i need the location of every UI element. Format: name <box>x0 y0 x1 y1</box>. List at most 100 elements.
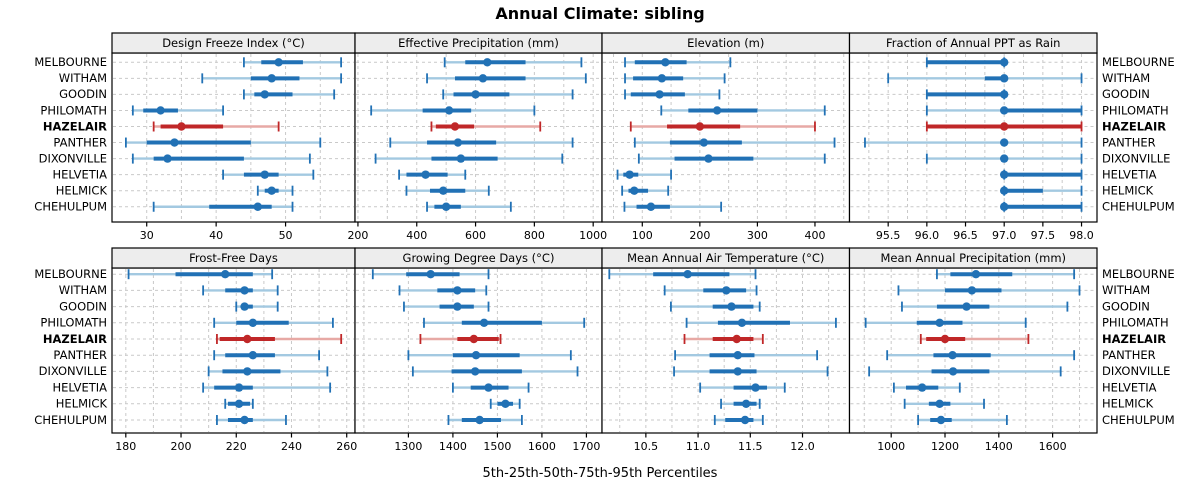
median-dot <box>483 58 492 67</box>
percentile-row-goodin <box>624 89 721 100</box>
percentile-row-philomath <box>685 317 837 328</box>
x-tick-label: 50 <box>279 229 293 242</box>
median-dot <box>733 351 742 360</box>
median-dot <box>751 383 760 392</box>
percentile-row-witham <box>663 285 758 296</box>
median-dot <box>741 399 751 408</box>
percentile-row-philomath <box>131 105 224 116</box>
median-dot <box>421 170 430 179</box>
median-dot <box>439 186 448 195</box>
percentile-row-helvetia <box>398 169 467 180</box>
percentile-row-helvetia <box>222 169 315 180</box>
percentile-row-helmick <box>256 185 294 196</box>
panel-frost-free-days: Frost-Free Days 180 200 220 240 260 <box>111 247 357 453</box>
station-label-right-philomath: PHILOMATH <box>1102 103 1169 117</box>
panel-bg <box>355 53 602 222</box>
median-dot <box>999 170 1009 179</box>
panel-elevation-m: Elevation (m) 100 200 300 400 <box>601 32 851 242</box>
median-dot <box>248 351 258 360</box>
percentile-row-goodin <box>442 89 574 100</box>
panel-bg <box>355 268 602 433</box>
percentile-row-panther <box>674 350 819 361</box>
x-tick-label: 200 <box>689 229 710 242</box>
median-dot <box>260 90 269 99</box>
median-dot <box>453 138 463 147</box>
percentile-row-hazelair <box>216 334 343 344</box>
median-dot <box>240 415 249 425</box>
median-dot <box>737 318 747 327</box>
percentile-row-chehulpum <box>713 415 764 425</box>
percentile-row-helvetia <box>699 382 786 393</box>
median-dot <box>936 415 946 425</box>
percentile-row-panther <box>886 350 1076 361</box>
panel-header <box>848 247 1098 269</box>
percentile-row-helmick <box>999 185 1083 196</box>
percentile-row-panther <box>213 350 321 361</box>
median-dot <box>712 106 722 115</box>
station-label-left-philomath: PHILOMATH <box>40 103 107 117</box>
x-tick-label: 1500 <box>483 440 511 453</box>
median-dot <box>704 154 713 163</box>
median-dot <box>999 74 1009 83</box>
station-label-right-witham: WITHAM <box>1102 283 1150 297</box>
percentile-row-chehulpum <box>623 201 723 212</box>
station-label-left-helmick: HELMICK <box>56 184 108 198</box>
median-dot <box>469 334 479 344</box>
x-tick-label: 1700 <box>572 440 600 453</box>
x-tick-label: 1600 <box>1039 440 1067 453</box>
station-label-left-goodin: GOODIN <box>59 299 107 313</box>
median-dot <box>935 399 944 408</box>
x-tick-label: 400 <box>804 229 825 242</box>
x-tick-label: 1200 <box>931 440 959 453</box>
panel-design-freeze-index-c: Design Freeze Index (°C) 30 40 50 <box>111 32 356 242</box>
percentile-row-melbourne <box>608 269 757 280</box>
station-label-right-goodin: GOODIN <box>1102 299 1150 313</box>
median-dot <box>260 170 269 179</box>
x-tick-label: 30 <box>140 229 154 242</box>
percentile-row-helvetia <box>616 169 672 180</box>
x-tick-label: 1400 <box>439 440 467 453</box>
percentile-row-dixonville <box>411 366 579 377</box>
percentile-row-chehulpum <box>216 415 287 425</box>
median-dot <box>646 202 656 211</box>
percentile-row-melbourne <box>127 269 274 280</box>
median-dot <box>999 186 1009 195</box>
percentile-row-melbourne <box>443 57 583 68</box>
percentile-row-helvetia <box>202 382 332 393</box>
median-dot <box>450 122 460 131</box>
panel-title: Elevation (m) <box>687 36 764 50</box>
percentile-row-hazelair <box>919 334 1030 344</box>
median-dot <box>722 286 731 295</box>
station-label-left-philomath: PHILOMATH <box>40 316 107 330</box>
median-dot <box>479 318 489 327</box>
median-dot <box>274 58 283 67</box>
percentile-row-witham <box>202 285 279 296</box>
x-tick-label: 97.0 <box>992 229 1017 242</box>
station-label-right-helmick: HELMICK <box>1102 397 1154 411</box>
x-tick-label: 400 <box>406 229 427 242</box>
station-label-right-hazelair: HAZELAIR <box>1102 119 1166 133</box>
panel-header <box>848 32 1098 54</box>
percentile-row-dixonville <box>374 153 564 164</box>
x-tick-label: 260 <box>336 440 357 453</box>
percentile-row-goodin <box>901 301 1069 312</box>
station-label-left-melbourne: MELBOURNE <box>34 267 107 281</box>
percentile-row-melbourne <box>371 269 490 280</box>
median-dot <box>240 286 249 295</box>
median-dot <box>243 367 252 376</box>
station-label-left-helvetia: HELVETIA <box>53 380 108 394</box>
percentile-row-dixonville <box>868 366 1062 377</box>
median-dot <box>999 58 1009 67</box>
median-dot <box>999 154 1009 163</box>
median-dot <box>177 122 186 131</box>
percentile-row-chehulpum <box>152 201 294 212</box>
percentile-row-panther <box>389 137 574 148</box>
median-dot <box>727 302 736 311</box>
station-label-left-helmick: HELMICK <box>56 397 108 411</box>
percentile-row-philomath <box>864 317 1027 328</box>
panel-effective-precipitation-mm: Effective Precipitation (mm) 200 400 600 800… <box>347 32 607 242</box>
x-tick-label: 11.5 <box>738 440 763 453</box>
panel-title: Frost-Free Days <box>189 251 278 265</box>
median-dot <box>967 286 977 295</box>
